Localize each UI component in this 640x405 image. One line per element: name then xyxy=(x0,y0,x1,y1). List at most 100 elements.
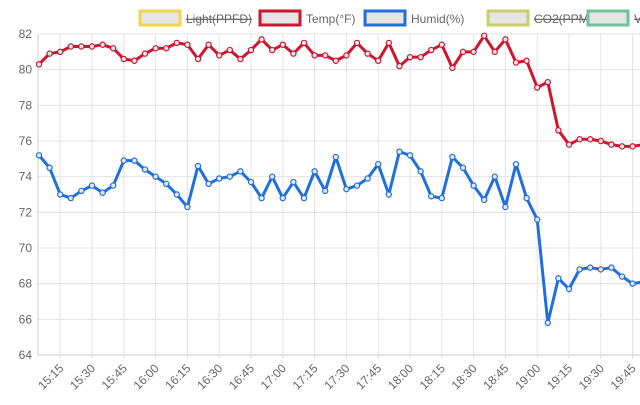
data-point[interactable] xyxy=(141,166,149,173)
data-point[interactable] xyxy=(502,36,509,43)
data-point[interactable] xyxy=(109,45,117,52)
data-point[interactable] xyxy=(322,52,329,59)
data-point[interactable] xyxy=(375,160,382,168)
data-point[interactable] xyxy=(544,78,552,86)
data-point[interactable] xyxy=(269,173,276,180)
legend-item[interactable]: CO2(PPM) xyxy=(486,9,593,27)
data-point[interactable] xyxy=(173,191,180,198)
data-point[interactable] xyxy=(555,127,562,134)
data-point[interactable] xyxy=(428,46,435,54)
data-point[interactable] xyxy=(247,46,255,54)
data-point[interactable] xyxy=(385,39,392,47)
data-point[interactable] xyxy=(428,193,435,200)
legend-item[interactable]: V xyxy=(586,9,640,27)
data-point[interactable] xyxy=(141,50,149,57)
data-point[interactable] xyxy=(491,48,498,56)
data-point[interactable] xyxy=(152,173,159,180)
data-point[interactable] xyxy=(396,148,403,155)
data-point[interactable] xyxy=(184,41,191,48)
data-point[interactable] xyxy=(396,62,403,70)
data-point[interactable] xyxy=(576,136,583,143)
legend-item[interactable]: Humid(%) xyxy=(363,9,464,27)
data-point[interactable] xyxy=(555,275,562,282)
data-point[interactable] xyxy=(300,39,308,47)
data-point[interactable] xyxy=(290,50,297,57)
data-point[interactable] xyxy=(544,319,552,327)
data-point[interactable] xyxy=(470,182,477,189)
data-point[interactable] xyxy=(343,185,350,193)
data-point[interactable] xyxy=(99,41,106,48)
data-point[interactable] xyxy=(78,43,85,50)
data-point[interactable] xyxy=(205,180,212,187)
data-point[interactable] xyxy=(57,191,64,198)
data-point[interactable] xyxy=(565,141,573,148)
data-point[interactable] xyxy=(417,168,424,175)
data-point[interactable] xyxy=(459,164,467,171)
legend-item[interactable]: Light(PPFD) xyxy=(138,9,252,27)
data-point[interactable] xyxy=(618,273,626,280)
data-point[interactable] xyxy=(215,52,223,59)
data-point[interactable] xyxy=(481,196,488,204)
data-point[interactable] xyxy=(449,153,456,161)
data-point[interactable] xyxy=(205,41,212,48)
data-point[interactable] xyxy=(215,175,223,182)
data-point[interactable] xyxy=(258,194,265,202)
data-point[interactable] xyxy=(109,182,117,189)
data-point[interactable] xyxy=(353,39,361,47)
data-point[interactable] xyxy=(364,175,371,182)
data-point[interactable] xyxy=(608,141,615,148)
data-point[interactable] xyxy=(120,55,128,63)
data-point[interactable] xyxy=(131,57,138,64)
data-point[interactable] xyxy=(375,57,382,64)
data-point[interactable] xyxy=(35,61,43,68)
data-point[interactable] xyxy=(417,53,424,61)
data-point[interactable] xyxy=(290,178,297,186)
data-point[interactable] xyxy=(226,46,233,54)
data-point[interactable] xyxy=(587,136,594,143)
data-point[interactable] xyxy=(311,168,318,175)
data-point[interactable] xyxy=(332,153,339,161)
data-point[interactable] xyxy=(279,194,286,202)
data-point[interactable] xyxy=(35,152,43,159)
legend-item[interactable]: Temp(°F) xyxy=(258,9,355,27)
data-point[interactable] xyxy=(343,52,350,59)
data-point[interactable] xyxy=(194,162,202,170)
data-point[interactable] xyxy=(449,64,456,72)
data-point[interactable] xyxy=(162,180,170,187)
data-point[interactable] xyxy=(237,55,244,63)
data-point[interactable] xyxy=(534,84,541,91)
data-point[interactable] xyxy=(99,189,106,196)
data-point[interactable] xyxy=(470,48,477,56)
data-point[interactable] xyxy=(353,182,361,189)
data-point[interactable] xyxy=(629,143,636,150)
data-point[interactable] xyxy=(184,203,191,211)
data-point[interactable] xyxy=(459,48,467,56)
data-point[interactable] xyxy=(226,173,233,180)
data-point[interactable] xyxy=(78,187,85,195)
data-point[interactable] xyxy=(438,194,445,202)
data-point[interactable] xyxy=(534,216,541,223)
data-point[interactable] xyxy=(173,39,180,47)
data-point[interactable] xyxy=(406,53,414,61)
data-point[interactable] xyxy=(576,266,583,273)
data-point[interactable] xyxy=(565,285,573,293)
data-point[interactable] xyxy=(481,32,488,39)
data-point[interactable] xyxy=(311,52,318,59)
data-point[interactable] xyxy=(67,194,75,202)
data-point[interactable] xyxy=(131,157,138,164)
data-point[interactable] xyxy=(332,57,339,64)
data-point[interactable] xyxy=(194,55,202,63)
data-point[interactable] xyxy=(46,164,53,171)
data-point[interactable] xyxy=(162,45,170,52)
data-point[interactable] xyxy=(88,43,96,50)
data-point[interactable] xyxy=(597,137,605,145)
data-point[interactable] xyxy=(629,280,636,287)
data-point[interactable] xyxy=(597,266,605,273)
data-point[interactable] xyxy=(237,168,244,175)
data-point[interactable] xyxy=(88,182,96,189)
data-point[interactable] xyxy=(269,46,276,54)
data-point[interactable] xyxy=(512,160,520,168)
data-point[interactable] xyxy=(502,203,509,211)
data-point[interactable] xyxy=(67,43,75,50)
data-point[interactable] xyxy=(152,45,159,52)
